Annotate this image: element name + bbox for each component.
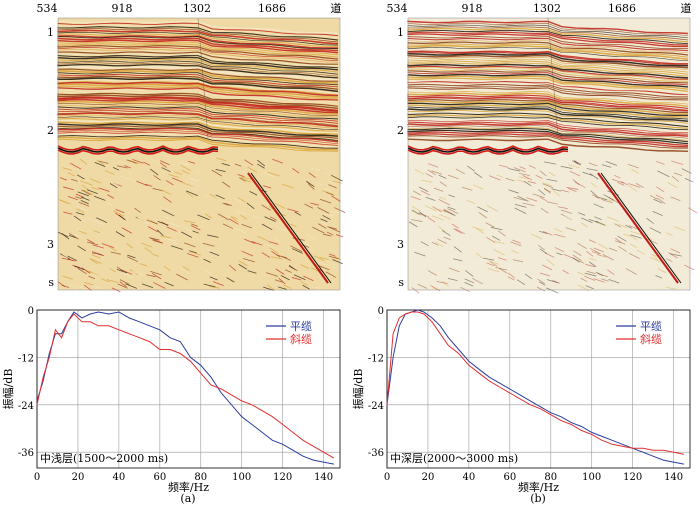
trace-unit-b: 道 <box>681 1 692 15</box>
y-tick-label: -24 <box>368 401 384 412</box>
depth-range-annotation: 中深层(2000～3000 ms) <box>390 452 518 465</box>
seismic-image-b <box>407 17 698 294</box>
x-tick-label: 100 <box>232 472 251 483</box>
x-tick-label: 120 <box>273 472 292 483</box>
y-tick-label: -12 <box>18 353 34 364</box>
panel-label-b: (b) <box>530 492 546 505</box>
trace-tick-a-2: 918 <box>112 2 133 15</box>
x-tick-label: 60 <box>153 472 166 483</box>
trace-tick-a-4: 1686 <box>258 2 286 15</box>
trace-tick-b-3: 1302 <box>533 2 561 15</box>
x-tick-label: 120 <box>623 472 642 483</box>
x-tick-label: 100 <box>582 472 601 483</box>
panel-label-a: (a) <box>180 492 196 505</box>
x-tick-label: 140 <box>314 472 333 483</box>
seismic-time-ticks-b: 1 2 3 s <box>397 26 404 289</box>
spectrum-chart-a: 0 20 40 60 80 100 120 140 0 -12 -24 -36 频率/Hz 振幅/dB 平缆… <box>1 306 341 492</box>
series-line-slanted <box>36 313 335 459</box>
y-axis-label: 振幅/dB <box>351 369 365 410</box>
plot-frame <box>36 309 341 469</box>
trace-tick-a-1: 534 <box>37 2 58 15</box>
x-tick-label: 80 <box>194 472 207 483</box>
trace-unit-a: 道 <box>331 1 342 15</box>
seismic-panel-a: 534 918 1302 1686 道 1 2 3 s <box>37 1 346 293</box>
time-tick-b-2: 2 <box>397 124 404 137</box>
spectrum-chart-b: 0 20 40 60 80 100 120 140 0 -12 -24 -36 频率/Hz 振幅/dB 平缆… <box>351 306 691 492</box>
x-tick-label: 40 <box>113 472 126 483</box>
trace-tick-b-1: 534 <box>387 2 408 15</box>
seismic-panel-b: 534 918 1302 1686 道 1 2 3 s <box>387 1 698 294</box>
y-tick-label: 0 <box>378 306 384 317</box>
trace-tick-a-3: 1302 <box>183 2 211 15</box>
time-tick-b-1: 1 <box>397 26 404 39</box>
trace-tick-b-2: 918 <box>462 2 483 15</box>
seismic-time-ticks-a: 1 2 3 s <box>47 26 54 289</box>
depth-range-annotation: 中浅层(1500～2000 ms) <box>40 452 168 465</box>
y-tick-label: -24 <box>18 401 34 412</box>
series-line-slanted <box>386 311 684 455</box>
time-unit-a: s <box>48 276 54 289</box>
x-tick-label: 20 <box>422 472 435 483</box>
time-tick-b-3: 3 <box>397 238 404 251</box>
legend-label: 平缆 <box>290 320 312 333</box>
y-axis-label: 振幅/dB <box>1 369 15 410</box>
seismic-trace-ticks-a: 534 918 1302 1686 道 <box>37 1 342 15</box>
time-tick-a-2: 2 <box>47 124 54 137</box>
x-tick-label: 0 <box>384 472 390 483</box>
y-tick-label: -12 <box>368 353 384 364</box>
x-tick-label: 80 <box>544 472 557 483</box>
legend-label: 斜缆 <box>290 333 312 346</box>
x-axis-label: 频率/Hz <box>518 480 559 492</box>
y-tick-label: 0 <box>28 306 34 317</box>
time-tick-a-3: 3 <box>47 238 54 251</box>
x-tick-label: 20 <box>72 472 85 483</box>
y-tick-label: -36 <box>368 448 384 459</box>
time-tick-a-1: 1 <box>47 26 54 39</box>
y-tick-label: -36 <box>18 448 34 459</box>
legend-label: 平缆 <box>640 320 662 333</box>
x-tick-label: 60 <box>503 472 516 483</box>
x-tick-label: 40 <box>463 472 476 483</box>
series-line-flat <box>386 309 684 465</box>
legend-label: 斜缆 <box>640 333 662 346</box>
time-unit-b: s <box>398 276 404 289</box>
plot-frame <box>386 309 691 469</box>
x-tick-label: 0 <box>34 472 40 483</box>
seismic-image-a <box>57 17 346 293</box>
trace-tick-b-4: 1686 <box>608 2 636 15</box>
seismic-trace-ticks-b: 534 918 1302 1686 道 <box>387 1 692 15</box>
x-tick-label: 140 <box>664 472 683 483</box>
x-axis-label: 频率/Hz <box>168 480 209 492</box>
